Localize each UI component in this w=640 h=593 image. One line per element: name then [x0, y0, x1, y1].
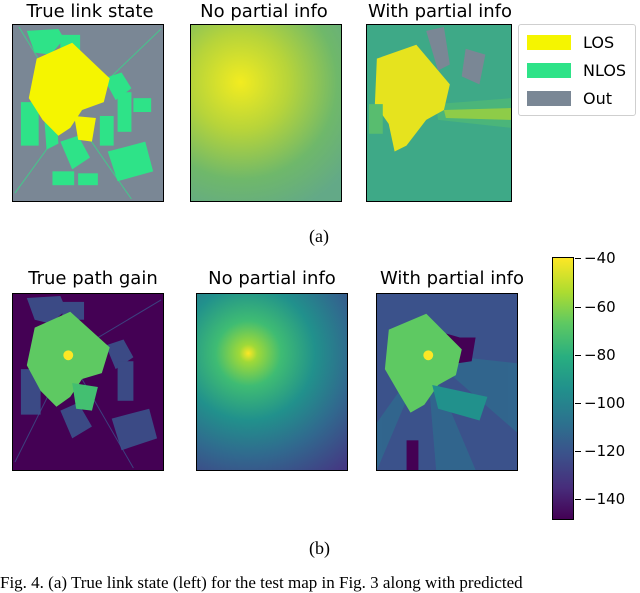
colorbar-tick: [575, 451, 581, 452]
colorbar-label: −100: [584, 394, 626, 412]
map-with-partial-info-link: [366, 24, 512, 202]
map-no-partial-info-link: [190, 24, 342, 202]
legend-item-los: LOS: [527, 31, 614, 53]
map-true-path-gain: [12, 293, 164, 471]
map-with-partial-info-gain: [376, 293, 518, 471]
map-true-link-state: [12, 24, 164, 202]
sublabel-b: (b): [309, 538, 330, 558]
legend-swatch-out: [527, 90, 571, 106]
legend-label-out: Out: [583, 88, 613, 108]
legend-label-los: LOS: [583, 32, 615, 52]
colorbar-label: −120: [584, 442, 626, 460]
legend-swatch-nlos: [527, 62, 571, 78]
map-no-partial-info-gain: [196, 293, 348, 471]
colorbar-tick: [575, 355, 581, 356]
colorbar-tick: [575, 258, 581, 259]
colorbar-label: −80: [584, 346, 616, 364]
legend-link-state: LOS NLOS Out: [518, 24, 636, 116]
legend-item-nlos: NLOS: [527, 59, 626, 81]
colorbar-tick: [575, 499, 581, 500]
panel-title-true-path-gain: True path gain: [28, 268, 158, 289]
colorbar-tick: [575, 403, 581, 404]
panel-title-with-partial-info-a: With partial info: [367, 1, 513, 22]
panel-title-no-partial-info-a: No partial info: [200, 1, 328, 22]
panel-title-with-partial-info-b: With partial info: [379, 268, 525, 289]
legend-item-out: Out: [527, 87, 612, 109]
legend-label-nlos: NLOS: [583, 60, 627, 80]
panel-title-no-partial-info-b: No partial info: [208, 268, 336, 289]
colorbar-label: −140: [584, 490, 626, 508]
figure-caption: Fig. 4. (a) True link state (left) for t…: [0, 573, 523, 592]
sublabel-a: (a): [309, 226, 329, 246]
colorbar-label: −60: [584, 298, 616, 316]
legend-swatch-los: [527, 34, 571, 50]
colorbar-label: −40: [584, 249, 616, 267]
panel-title-true-link-state: True link state: [26, 1, 154, 22]
colorbar: [552, 257, 574, 520]
colorbar-tick: [575, 307, 581, 308]
